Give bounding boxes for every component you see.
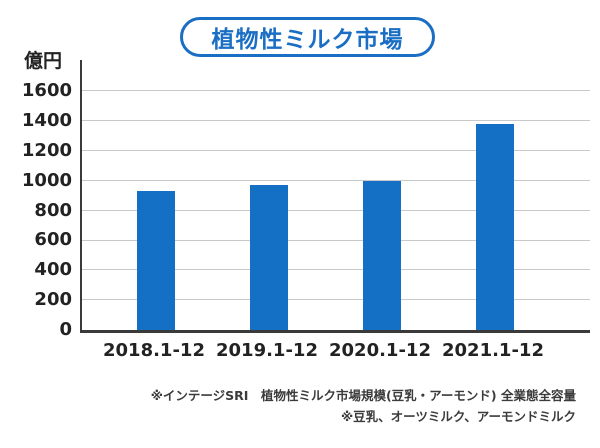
x-label-2019.1-12: 2019.1-12	[216, 340, 318, 361]
y-tick-0: 0	[59, 319, 72, 340]
y-tick-1000: 1000	[21, 169, 72, 191]
gridline-400	[82, 269, 590, 271]
x-label-2020.1-12: 2020.1-12	[329, 340, 431, 361]
x-label-2021.1-12: 2021.1-12	[442, 340, 544, 361]
footnote-source: ※インテージSRI 植物性ミルク市場規模(豆乳・アーモンド) 全業態全容量	[150, 388, 576, 403]
bar-2020.1-12	[363, 180, 401, 330]
gridline-800	[82, 209, 590, 211]
y-tick-400: 400	[34, 259, 72, 281]
gridline-600	[82, 239, 590, 241]
y-tick-200: 200	[34, 289, 72, 311]
bar-2019.1-12	[250, 185, 288, 330]
y-tick-1400: 1400	[21, 110, 72, 132]
gridline-1000	[82, 179, 590, 181]
y-tick-600: 600	[34, 229, 72, 251]
bar-2018.1-12	[137, 191, 175, 330]
footnote-scope: ※豆乳、オーツミルク、アーモンドミルク	[340, 409, 576, 425]
y-tick-1200: 1200	[21, 139, 72, 161]
y-axis-unit-label: 億円	[24, 50, 63, 72]
x-axis-labels: 2018.1-12 2019.1-12 2020.1-12 2021.1-12	[80, 340, 588, 366]
gridline-1600	[82, 90, 590, 92]
footnotes: ※インテージSRI 植物性ミルク市場規模(豆乳・アーモンド) 全業態全容量 ※豆…	[151, 385, 576, 428]
y-axis-tick-labels: 0 200 400 600 800 1000 1200 1400 1600	[0, 60, 72, 340]
gridline-1400	[82, 120, 590, 122]
gridline-1200	[82, 150, 590, 151]
gridline-200	[82, 299, 590, 301]
x-label-2018.1-12: 2018.1-12	[103, 340, 205, 361]
y-tick-1600: 1600	[21, 80, 72, 102]
chart-title-pill: 植物性ミルク市場	[180, 17, 435, 57]
bar-2021.1-12	[476, 124, 514, 330]
chart-title: 植物性ミルク市場	[211, 27, 404, 53]
y-tick-800: 800	[34, 199, 72, 221]
plot-area	[80, 60, 590, 333]
